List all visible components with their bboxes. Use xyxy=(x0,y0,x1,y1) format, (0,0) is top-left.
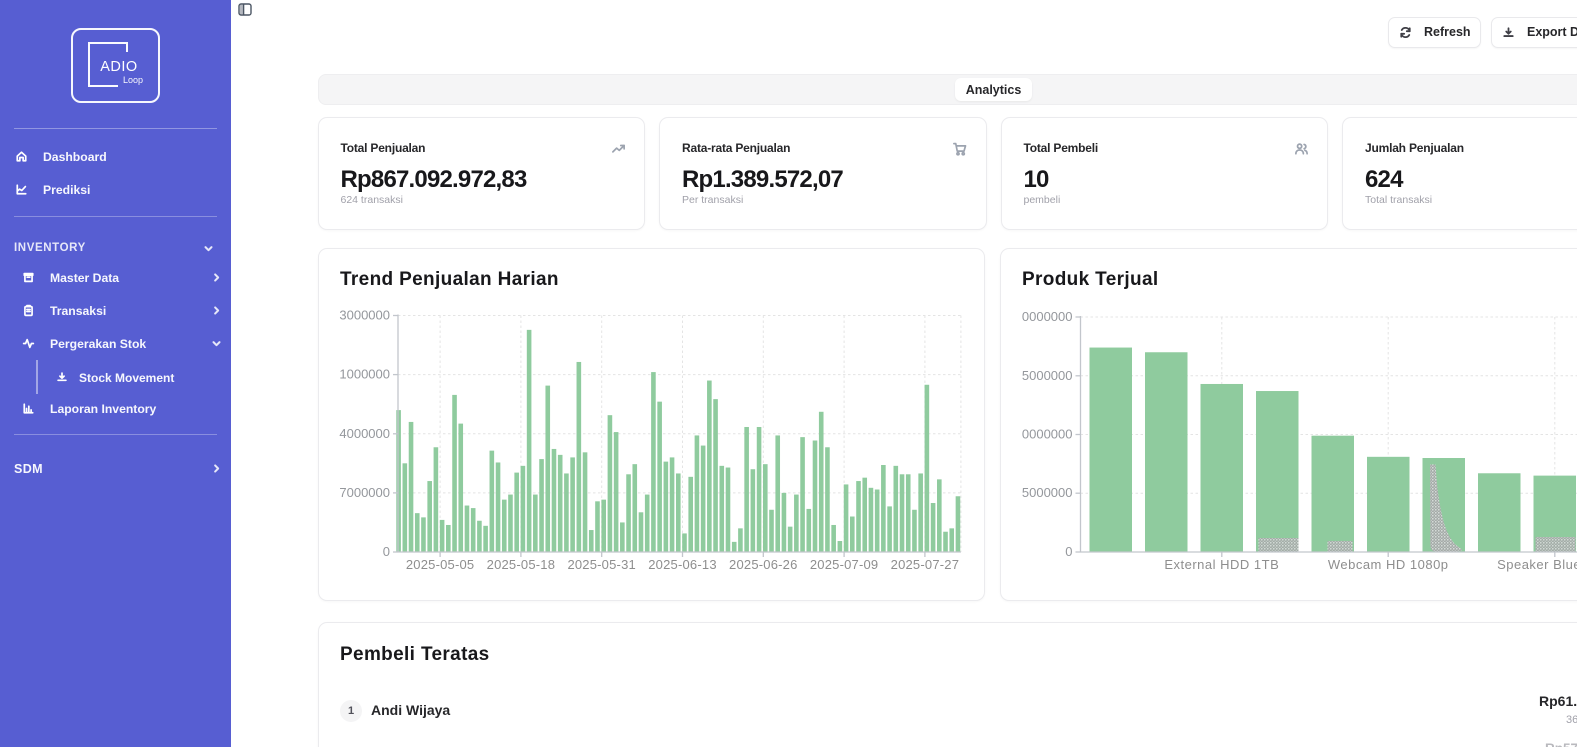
svg-text:2025-07-09: 2025-07-09 xyxy=(809,557,878,572)
svg-text:External HDD 1TB: External HDD 1TB xyxy=(1164,557,1279,572)
svg-text:3000000: 3000000 xyxy=(339,308,390,323)
svg-text:2025-05-05: 2025-05-05 xyxy=(405,557,474,572)
svg-text:Speaker Bluetooth: Speaker Bluetooth xyxy=(1497,557,1577,572)
svg-text:5000000: 5000000 xyxy=(1021,368,1072,383)
svg-text:2025-07-27: 2025-07-27 xyxy=(890,557,959,572)
svg-text:0000000: 0000000 xyxy=(1021,309,1072,324)
svg-text:0: 0 xyxy=(382,544,389,559)
svg-text:2025-05-18: 2025-05-18 xyxy=(486,557,555,572)
svg-text:0: 0 xyxy=(1065,544,1072,559)
svg-text:2025-05-31: 2025-05-31 xyxy=(567,557,636,572)
svg-text:4000000: 4000000 xyxy=(339,426,390,441)
svg-text:7000000: 7000000 xyxy=(339,485,390,500)
svg-text:2025-06-13: 2025-06-13 xyxy=(648,557,717,572)
svg-text:2025-06-26: 2025-06-26 xyxy=(729,557,798,572)
svg-text:Webcam HD 1080p: Webcam HD 1080p xyxy=(1327,557,1448,572)
svg-text:5000000: 5000000 xyxy=(1021,485,1072,500)
svg-text:0000000: 0000000 xyxy=(1021,427,1072,442)
svg-text:1000000: 1000000 xyxy=(339,367,390,382)
